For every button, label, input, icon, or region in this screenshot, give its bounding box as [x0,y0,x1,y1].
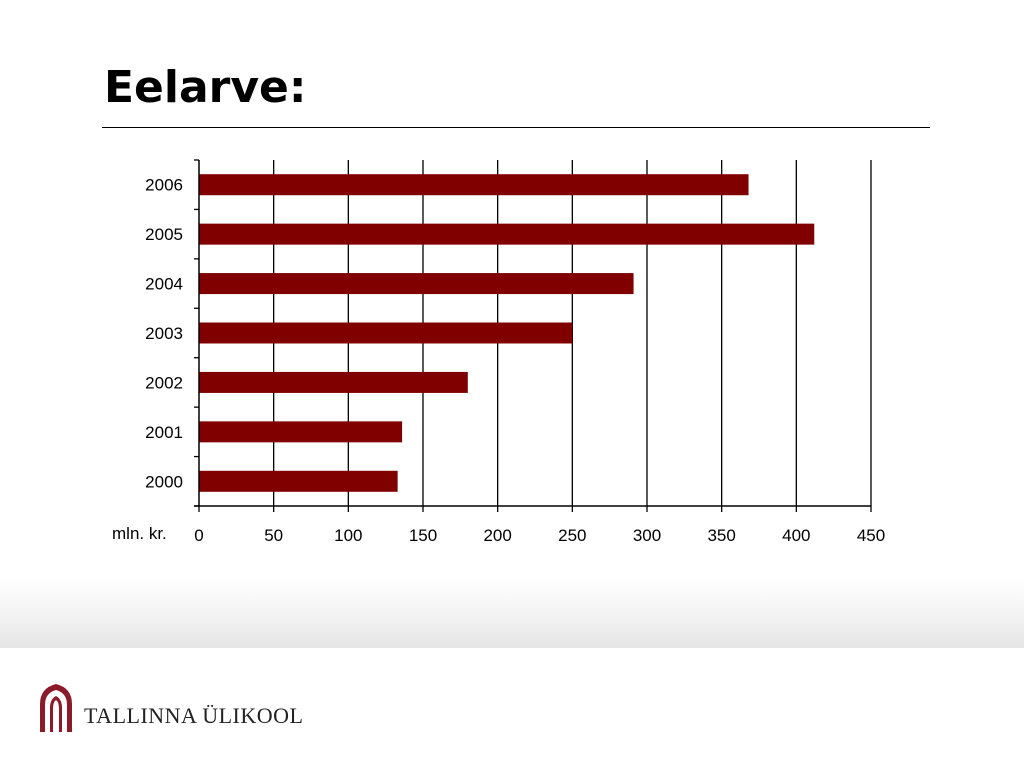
y-category-label: 2005 [145,225,183,244]
y-category-label: 2002 [145,373,183,392]
y-category-label: 2000 [145,472,183,491]
x-tick-label: 200 [483,526,511,545]
x-tick-label: 0 [194,526,203,545]
y-category-label: 2006 [145,176,183,195]
bar-2003 [199,322,573,344]
budget-bar-chart: 0 50 100 150 200 250 300 350 400 450 2000 2001 2002 2… [112,159,885,545]
y-category-label: 2001 [145,423,183,442]
x-tick-label: 50 [264,526,283,545]
chart-gridlines [273,160,872,506]
chart-axes [194,159,872,512]
chart-bars [199,174,815,492]
bar-2006 [199,174,749,196]
university-arch-icon [40,684,72,732]
y-category-label: 2004 [145,275,183,294]
y-category-label: 2003 [145,324,183,343]
x-tick-label: 400 [782,526,810,545]
x-tick-label: 350 [707,526,735,545]
x-tick-label: 250 [558,526,586,545]
bar-2001 [199,421,403,443]
x-axis-unit-label: mln. kr. [112,524,167,543]
x-tick-label: 450 [857,526,885,545]
slide-title: Eelarve: [104,62,307,113]
organization-name: TALLINNA ÜLIKOOL [84,703,304,728]
bar-2002 [199,371,468,393]
x-tick-label: 150 [409,526,437,545]
title-divider [102,127,930,128]
bar-2000 [199,470,398,492]
footer-band [0,578,1024,648]
bar-2005 [199,223,815,245]
x-tick-label: 100 [334,526,362,545]
chart-labels: 0 50 100 150 200 250 300 350 400 450 2000 2001 2002 2… [112,176,885,545]
bar-2004 [199,273,634,295]
x-tick-label: 300 [633,526,661,545]
